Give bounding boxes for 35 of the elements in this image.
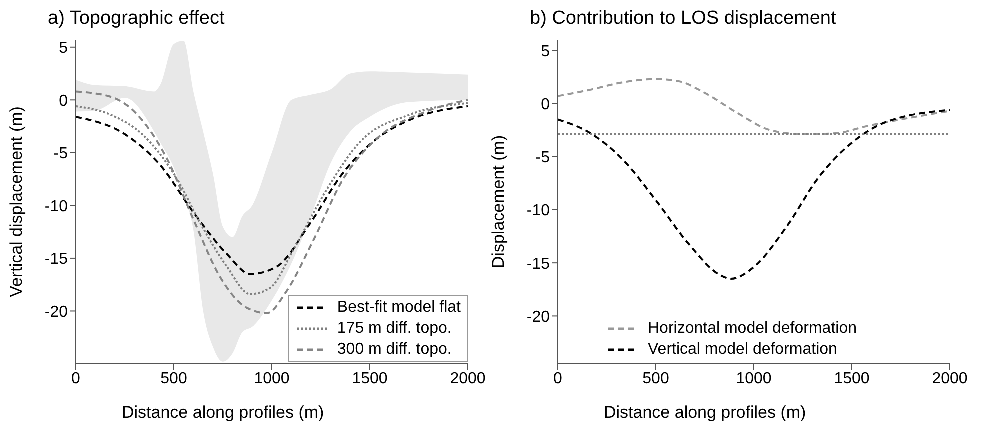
line-series — [558, 109, 950, 280]
legend-label: Vertical model deformation — [648, 340, 838, 360]
legend-label: Horizontal model deformation — [648, 319, 857, 339]
x-tick-label: 500 — [160, 370, 188, 388]
y-tick-label: -10 — [44, 198, 68, 216]
legend-label: Best-fit model flat — [337, 298, 461, 318]
x-tick-label: 1500 — [352, 370, 388, 388]
y-tick-label: 0 — [541, 96, 550, 114]
chart-title: a) Topographic effect — [48, 8, 226, 31]
y-tick-label: -20 — [526, 308, 550, 326]
line-series — [558, 78, 950, 136]
x-tick-label: 1000 — [736, 370, 772, 388]
x-tick-label: 2000 — [450, 370, 486, 388]
x-axis-title: Distance along profiles (m) — [122, 403, 324, 422]
x-tick-label: 500 — [642, 370, 670, 388]
y-tick-label: -5 — [54, 146, 68, 163]
y-axis-title: Displacement (m) — [489, 135, 508, 269]
legend-label: 175 m diff. topo. — [337, 319, 452, 339]
y-tick-label: -15 — [526, 256, 550, 273]
x-tick-label: 2000 — [932, 370, 968, 388]
y-tick-label: 5 — [59, 40, 68, 58]
y-tick-label: 5 — [541, 43, 550, 60]
legend-label: 300 m diff. topo. — [337, 340, 452, 360]
y-axis-title: Vertical displacement (m) — [7, 106, 26, 298]
chart-title: b) Contribution to LOS displacement — [530, 8, 838, 31]
y-tick-label: -5 — [536, 150, 550, 167]
x-tick-label: 1000 — [254, 370, 290, 388]
x-axis-title: Distance along profiles (m) — [604, 403, 806, 422]
y-tick-label: -20 — [44, 304, 68, 321]
y-tick-label: 0 — [59, 92, 68, 110]
x-tick-label: 0 — [554, 370, 563, 388]
y-tick-label: -10 — [526, 202, 550, 220]
x-tick-label: 1500 — [834, 370, 870, 388]
x-tick-label: 0 — [72, 370, 81, 388]
y-tick-label: -15 — [44, 251, 68, 268]
